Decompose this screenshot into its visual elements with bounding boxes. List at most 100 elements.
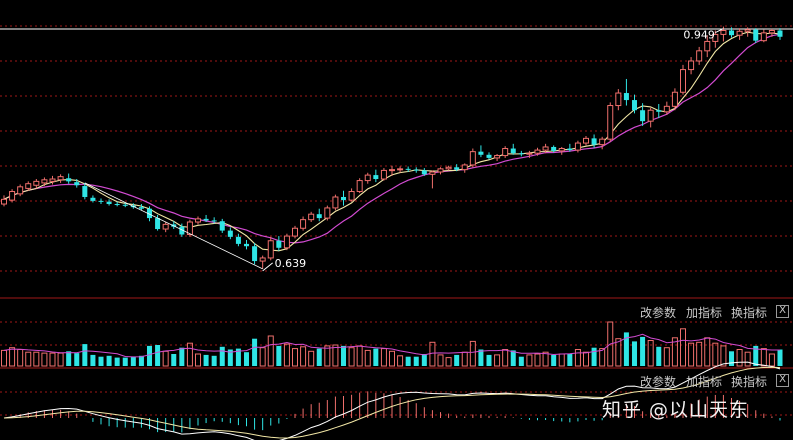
volume-bar xyxy=(567,354,573,366)
volume-bar xyxy=(510,350,516,366)
candle-body xyxy=(582,137,590,144)
candle-body xyxy=(405,168,411,170)
candle-body xyxy=(66,178,72,182)
volume-bar xyxy=(186,342,193,367)
candle-body xyxy=(332,196,339,209)
candle-body xyxy=(122,204,128,206)
volume-bar xyxy=(704,337,711,367)
volume-bar xyxy=(243,352,250,366)
volume-bar xyxy=(736,349,743,367)
volume-bar xyxy=(558,353,565,367)
volume-bar xyxy=(283,343,290,367)
candle-body xyxy=(615,92,622,107)
volume-bar xyxy=(647,340,654,367)
candle-body xyxy=(155,218,161,230)
volume-bar xyxy=(252,338,258,366)
indicator-switch-indicator-button[interactable]: 换指标 xyxy=(731,375,768,389)
candle-body xyxy=(397,168,404,171)
volume-bar xyxy=(744,351,751,367)
volume-close-icon[interactable]: X xyxy=(776,305,789,318)
volume-bar xyxy=(219,346,225,366)
candle-body xyxy=(98,200,104,202)
candle-body xyxy=(720,30,727,35)
volume-bar xyxy=(623,332,629,366)
candle-body xyxy=(599,138,606,146)
volume-edit-params-button[interactable]: 改参数 xyxy=(640,306,677,320)
candle-body xyxy=(0,198,8,205)
volume-bar xyxy=(316,348,322,366)
volume-bar xyxy=(551,354,557,366)
volume-bar xyxy=(276,345,282,366)
candle-body xyxy=(744,29,751,32)
volume-bar xyxy=(0,349,8,367)
candle-body xyxy=(768,30,775,34)
candle-body xyxy=(146,208,153,219)
candle-body xyxy=(421,170,427,175)
volume-bar xyxy=(259,347,266,367)
candle-body xyxy=(518,153,524,155)
volume-add-indicator-button[interactable]: 加指标 xyxy=(686,306,723,320)
volume-bar xyxy=(194,353,202,367)
volume-bar xyxy=(25,351,32,367)
candle-body xyxy=(712,33,719,42)
volume-bar xyxy=(138,355,144,366)
candle-body xyxy=(526,152,533,155)
candle-body xyxy=(567,148,573,151)
macd-dif-line xyxy=(3,361,781,440)
candle-body xyxy=(551,146,557,151)
volume-bar xyxy=(33,351,40,367)
candle-body xyxy=(356,180,363,193)
candle-body xyxy=(631,100,638,111)
candle-body xyxy=(461,164,468,171)
volume-bar xyxy=(364,349,371,367)
indicator-add-indicator-button[interactable]: 加指标 xyxy=(686,375,723,389)
candle-body xyxy=(267,240,274,259)
indicator-close-icon[interactable]: X xyxy=(776,374,789,387)
indicator-edit-params-button[interactable]: 改参数 xyxy=(640,375,677,389)
volume-switch-indicator-button[interactable]: 换指标 xyxy=(731,306,768,320)
volume-bar xyxy=(494,354,501,367)
candle-body xyxy=(9,191,16,201)
candle-body xyxy=(74,182,80,186)
volume-bar xyxy=(542,351,549,367)
annotation-low-label: 0.639 xyxy=(275,257,307,270)
volume-bar xyxy=(130,356,136,366)
volume-bar xyxy=(760,348,767,367)
volume-bar xyxy=(41,352,48,367)
volume-bar xyxy=(211,355,217,366)
candle-body xyxy=(558,148,565,152)
candle-body xyxy=(186,221,193,236)
volume-bar xyxy=(397,355,404,367)
volume-bar xyxy=(122,357,128,366)
volume-bar xyxy=(106,355,112,366)
volume-bar xyxy=(348,347,355,367)
volume-bar xyxy=(171,354,177,366)
candle-body xyxy=(728,30,735,36)
volume-bar xyxy=(615,338,622,367)
volume-bar xyxy=(308,350,315,367)
ma-short-line xyxy=(3,31,781,252)
volume-bar xyxy=(300,346,307,367)
candle-body xyxy=(663,105,670,113)
volume-bar xyxy=(437,354,444,367)
volume-bar xyxy=(267,335,274,367)
candle-body xyxy=(623,93,629,101)
volume-bar xyxy=(98,356,104,366)
candle-body xyxy=(380,169,387,180)
candle-body xyxy=(308,213,315,221)
candle-body xyxy=(671,91,678,107)
volume-bar xyxy=(469,340,476,367)
candle-body xyxy=(534,149,541,154)
candle-body xyxy=(736,30,743,36)
candle-body xyxy=(696,50,703,62)
candle-body xyxy=(276,240,282,248)
volume-bar xyxy=(696,341,703,367)
volume-bar xyxy=(388,350,396,367)
candle-body xyxy=(106,201,112,205)
candle-body xyxy=(283,235,290,249)
candle-body xyxy=(373,175,379,180)
candle-body xyxy=(33,180,40,186)
candle-body xyxy=(777,30,783,37)
